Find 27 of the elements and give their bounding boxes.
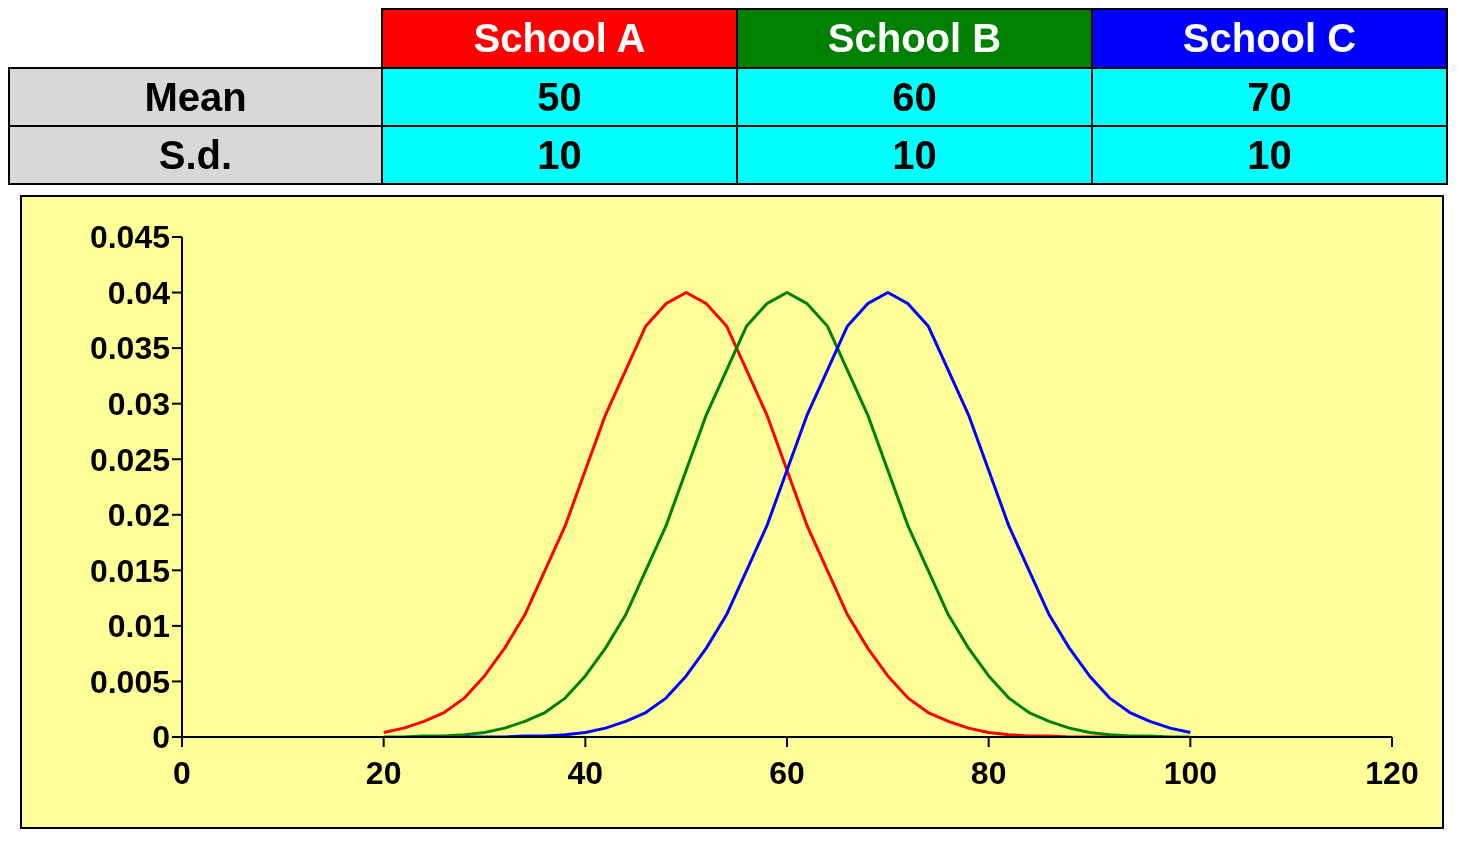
x-tick-label: 120: [1365, 754, 1419, 791]
y-tick-label: 0.01: [107, 608, 170, 645]
y-tick-label: 0.015: [89, 552, 170, 589]
text: S.d.: [9, 126, 382, 184]
y-tick-label: 0.005: [89, 663, 170, 700]
y-tick-label: 0.025: [89, 441, 170, 478]
text: School C: [1092, 9, 1447, 68]
y-tick-label: 0: [152, 719, 170, 756]
text: School A: [382, 9, 737, 68]
y-tick-label: 0.04: [107, 274, 171, 311]
x-tick-label: 100: [1163, 754, 1218, 791]
text: 50: [382, 68, 737, 126]
text: 60: [737, 68, 1092, 126]
x-tick-label: 20: [365, 754, 402, 791]
text: School B: [737, 9, 1092, 68]
y-tick-label: 0.045: [89, 219, 170, 256]
text: 70: [1092, 68, 1447, 126]
y-tick-label: 0.035: [89, 330, 170, 367]
x-tick-label: 40: [567, 754, 604, 791]
x-tick-label: 60: [769, 754, 805, 791]
text: 10: [382, 126, 737, 184]
text: 10: [737, 126, 1092, 184]
y-tick-label: 0.03: [107, 386, 170, 423]
text: Mean: [9, 68, 382, 126]
y-tick-label: 0.02: [107, 497, 170, 534]
text: 10: [1092, 126, 1447, 184]
x-tick-label: 80: [970, 754, 1007, 791]
